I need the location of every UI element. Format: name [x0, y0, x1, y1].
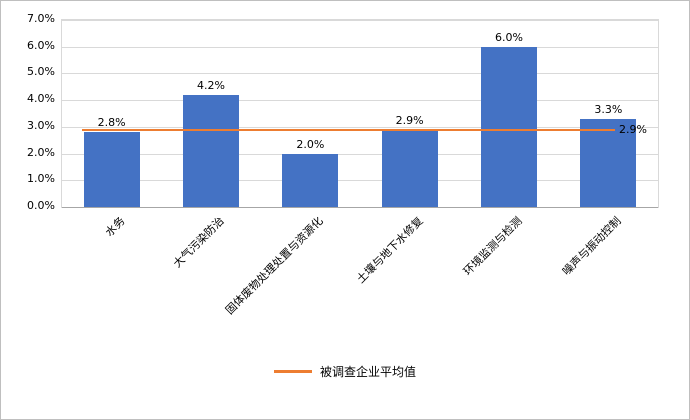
bar-2 [282, 153, 339, 207]
bar-data-label: 2.0% [296, 137, 325, 151]
legend: 被调查企业平均值 [1, 363, 689, 380]
y-tick-label: 5.0% [27, 65, 55, 79]
bar-5 [580, 118, 637, 207]
average-line [82, 128, 615, 131]
bar-data-label: 2.9% [395, 113, 424, 127]
x-category-label: 水务 [102, 214, 128, 240]
gridline [62, 100, 658, 102]
x-category-label: 环境监测与检测 [460, 214, 525, 279]
legend-label: 被调查企业平均值 [319, 365, 416, 379]
bar-data-label: 4.2% [197, 78, 225, 92]
gridline [62, 46, 658, 48]
y-tick-label: 4.0% [27, 92, 55, 106]
average-line-legend-swatch [273, 370, 312, 373]
average-line-label: 2.9% [619, 122, 647, 136]
x-category-label: 土壤与地下水修复 [353, 214, 426, 286]
bar-data-label: 6.0% [495, 30, 523, 44]
bar-data-label: 3.3% [594, 102, 623, 116]
gridline [62, 180, 658, 182]
y-tick-label: 6.0% [27, 38, 55, 52]
y-tick-label: 2.0% [27, 145, 55, 159]
gridline [62, 207, 658, 208]
y-tick-label: 3.0% [27, 118, 55, 132]
bar-data-label: 2.8% [97, 116, 126, 130]
gridline [62, 126, 658, 128]
bar-1 [183, 94, 239, 207]
y-tick-label: 7.0% [27, 12, 55, 25]
gridline [62, 153, 658, 155]
gridline [62, 20, 658, 21]
y-tick-label: 0.0% [27, 199, 55, 212]
bar-4 [481, 46, 537, 207]
bar-0 [83, 132, 140, 207]
gridline [62, 73, 658, 75]
x-category-label: 噪声与振动控制 [560, 214, 624, 279]
bar-3 [381, 129, 438, 207]
plot-area: 2.8% 4.2% 2.0% 2.9% 6.0% 3.3% 2.9% [61, 19, 659, 208]
x-category-label: 大气污染防治 [170, 214, 227, 271]
y-tick-label: 1.0% [27, 172, 55, 186]
x-category-label: 固体废物处理处置与资源化 [223, 214, 326, 317]
